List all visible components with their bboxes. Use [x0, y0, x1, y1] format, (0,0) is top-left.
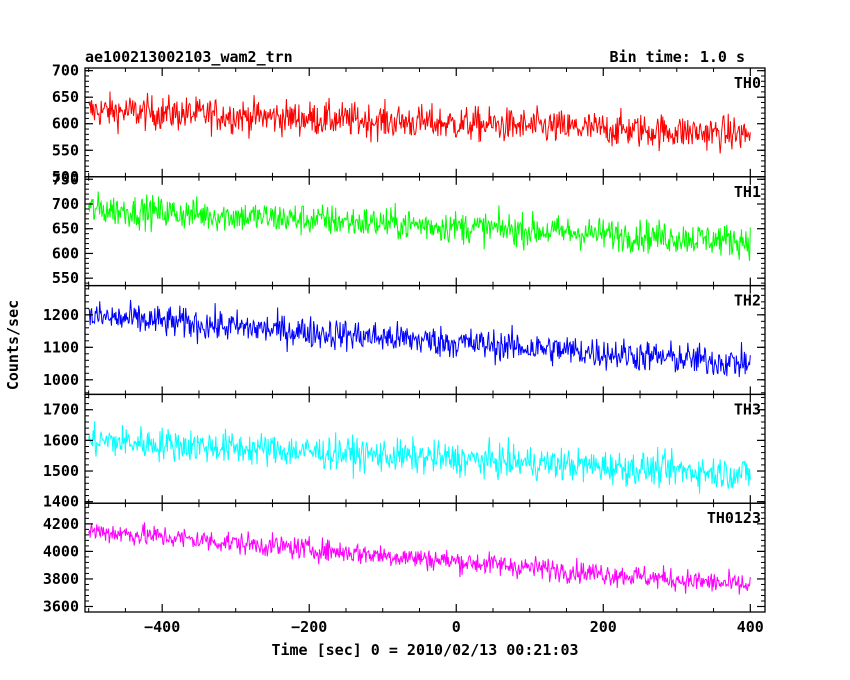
x-axis-label: Time [sec] 0 = 2010/02/13 00:21:03 [271, 641, 578, 659]
y-tick-label: 1500 [43, 462, 79, 480]
panel-frame [84, 284, 766, 396]
y-tick-label: 600 [52, 115, 79, 133]
panel-th3: 1400 1500 1600 1700 TH3 [43, 393, 766, 511]
panel-frame [84, 176, 766, 287]
panel-th0: 500 550 600 650 700 TH0 [52, 62, 766, 186]
y-tick-label: 750 [52, 170, 79, 188]
panel-th1: 550 600 650 700 750 TH1 [52, 170, 766, 287]
panel-th0123: 3600 3800 4000 4200 TH0123 −400 −200 0 200 400 [43, 502, 766, 636]
series-line-th0123 [88, 522, 751, 595]
panels-layer: 500 550 600 650 700 TH0 550 600 650 700 750 TH1 1000… [43, 62, 766, 636]
y-tick-label: 3600 [43, 597, 79, 615]
y-tick-label: 500 [52, 168, 79, 186]
y-tick-label: 1400 [43, 493, 79, 511]
y-tick-label: 650 [52, 88, 79, 106]
y-tick-label: 700 [52, 195, 79, 213]
panel-label-th2: TH2 [734, 292, 761, 310]
y-tick-label: 1600 [43, 431, 79, 449]
panel-frame [84, 502, 766, 613]
panel-th2: 1000 1100 1200 TH2 [43, 284, 766, 396]
y-tick-label: 3800 [43, 570, 79, 588]
y-tick-label: 700 [52, 62, 79, 80]
y-tick-label: 4200 [43, 515, 79, 533]
y-tick-label: 550 [52, 269, 79, 287]
y-tick-label: 1700 [43, 401, 79, 419]
y-axis-label: Counts/sec [4, 300, 22, 390]
series-line-th1 [88, 191, 751, 261]
x-tick-label: −200 [291, 618, 327, 636]
panel-label-th0123: TH0123 [707, 509, 761, 527]
y-tick-label: 650 [52, 220, 79, 238]
series-line-th0 [88, 91, 751, 154]
bin-time-label: Bin time: 1.0 s [610, 48, 745, 66]
chart-title: ae100213002103_wam2_trn [85, 48, 293, 66]
panel-label-th3: TH3 [734, 400, 761, 418]
panel-label-th0: TH0 [734, 74, 761, 92]
series-line-th2 [88, 299, 751, 378]
x-tick-label: 400 [737, 618, 764, 636]
y-tick-label: 1100 [43, 338, 79, 356]
x-tick-label: −400 [144, 618, 180, 636]
panel-label-th1: TH1 [734, 183, 761, 201]
y-tick-label: 550 [52, 141, 79, 159]
x-tick-label: 0 [452, 618, 461, 636]
y-tick-label: 600 [52, 244, 79, 262]
series-line-th3 [88, 421, 751, 494]
x-tick-label: 200 [590, 618, 617, 636]
y-tick-label: 4000 [43, 542, 79, 560]
panel-frame [84, 393, 766, 504]
y-tick-label: 1000 [43, 371, 79, 389]
y-tick-label: 1200 [43, 306, 79, 324]
